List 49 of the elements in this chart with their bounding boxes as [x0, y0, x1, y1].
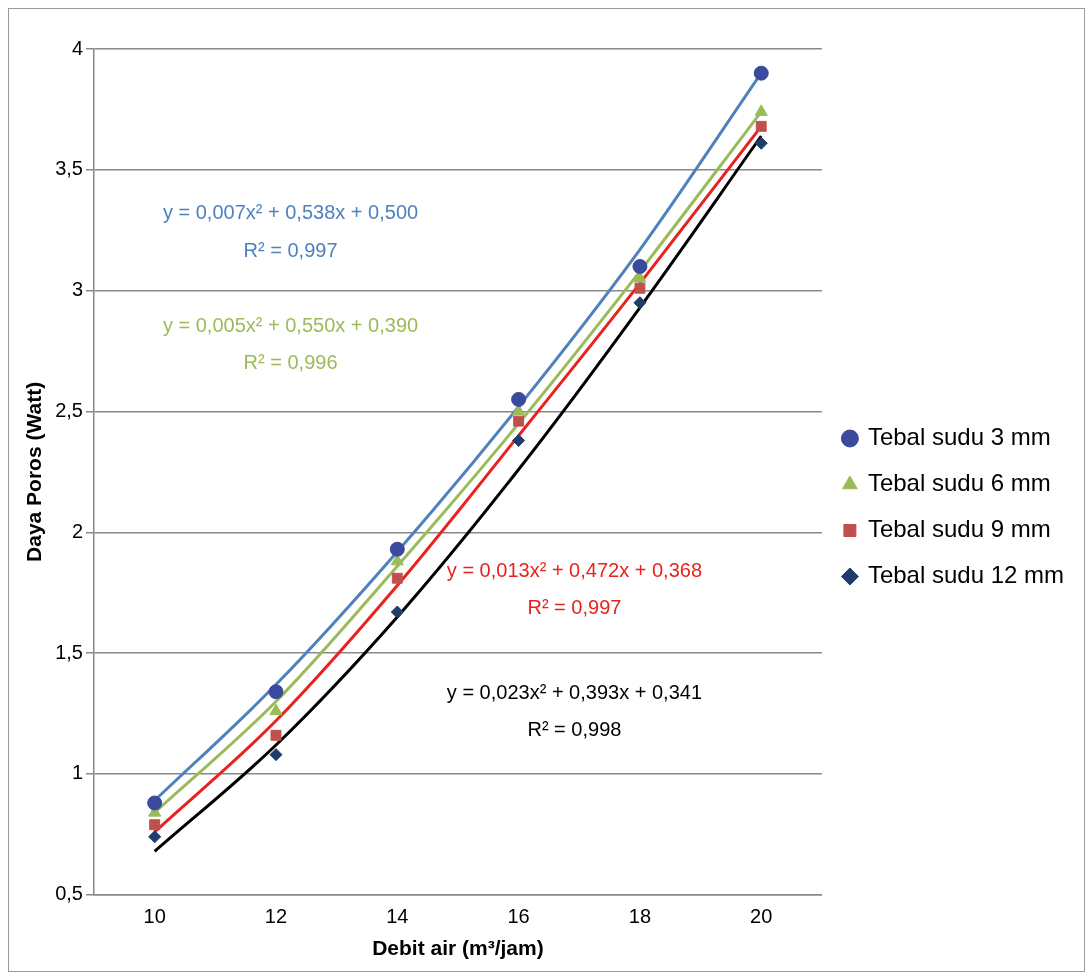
x-tick-label: 10 [143, 905, 166, 928]
point [633, 271, 647, 283]
point [268, 684, 284, 700]
annotation: y = 0,013x² + 0,472x + 0,368 [446, 559, 703, 582]
x-axis-title: Debit air (m³/jam) [372, 936, 544, 960]
x-tick-label: 18 [628, 905, 652, 928]
point [148, 830, 162, 844]
point [511, 391, 527, 407]
point [389, 541, 405, 557]
y-tick-label: 1,5 [55, 640, 83, 663]
point [512, 433, 526, 447]
annotation: y = 0,023x² + 0,393x + 0,341 [446, 681, 703, 704]
y-tick-label: 1 [71, 761, 83, 784]
point [755, 120, 767, 132]
x-tick-label: 12 [264, 905, 288, 928]
y-tick-label: 4 [71, 36, 83, 59]
annotation: R² = 0,997 [243, 238, 338, 261]
y-tick-label: 2 [71, 519, 83, 542]
y-tick-label: 2,5 [55, 399, 83, 421]
point [632, 258, 648, 274]
y-axis-title: Daya Poros (Watt) [22, 381, 46, 562]
annotation: R² = 0,998 [527, 718, 622, 741]
point [390, 605, 404, 619]
point [149, 819, 161, 831]
x-tick-label: 14 [386, 905, 409, 928]
y-tick-label: 0,5 [55, 882, 83, 905]
point [269, 748, 283, 762]
point [754, 136, 768, 150]
point [754, 104, 768, 116]
y-tick-label: 3,5 [55, 157, 83, 180]
legend-label: Tebal sudu 6 mm [867, 469, 1051, 497]
point [391, 572, 403, 584]
legend-label: Tebal sudu 12 mm [867, 561, 1065, 589]
point [634, 282, 646, 294]
annotation: y = 0,007x² + 0,538x + 0,500 [162, 201, 419, 224]
point [513, 415, 525, 427]
point [147, 795, 163, 811]
point [753, 65, 769, 81]
y-tick-label: 3 [71, 278, 83, 301]
annotation: y = 0,005x² + 0,550x + 0,390 [162, 313, 419, 336]
annotation: R² = 0,997 [527, 596, 622, 619]
point [269, 703, 283, 716]
x-tick-label: 20 [750, 905, 773, 928]
point [270, 729, 282, 741]
point [633, 296, 647, 310]
legend-label: Tebal sudu 3 mm [867, 423, 1051, 451]
x-tick-label: 16 [507, 905, 530, 928]
annotation: R² = 0,996 [243, 351, 338, 374]
legend-label: Tebal sudu 9 mm [867, 515, 1051, 543]
